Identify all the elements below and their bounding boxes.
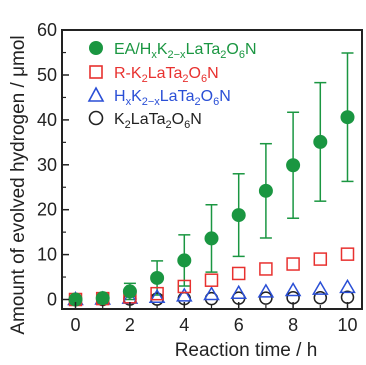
x-tick-label: 2 [125,315,135,335]
data-point-h [311,280,329,295]
data-point-r [231,266,246,281]
legend-label-r: R-K2LaTa2O6N [114,65,219,85]
y-axis-title: Amount of evolved hydrogen / μmol [8,35,29,334]
data-point-r [313,252,328,266]
data-point-r [150,286,164,301]
legend-label-ea: EA/HxK2−xLaTa2O6N [114,41,257,61]
legend-marker-h [87,86,105,102]
data-point-h [257,283,275,298]
data-point-ea [177,253,192,268]
data-point-r [286,257,300,271]
data-point-h [203,286,220,301]
x-tick-label: 4 [179,315,189,335]
data-point-h [230,284,248,299]
data-point-k [286,290,300,305]
data-point-ea [95,291,110,306]
data-point-r [177,279,192,294]
y-tick-label: 60 [37,20,57,40]
data-point-ea [340,110,355,125]
data-point-h [339,278,356,294]
data-point-k [259,291,273,305]
data-point-h [284,282,302,297]
data-point-ea [68,292,83,307]
legend-label-k: K2LaTa2O6N [114,111,202,131]
x-tick-label: 0 [70,315,80,335]
y-tick-label: 40 [37,110,57,130]
y-tick-label: 10 [37,245,57,265]
data-point-h [148,288,166,304]
y-tick-label: 50 [37,65,57,85]
legend-label-h: HxK2−xLaTa2O6N [114,88,231,108]
data-point-ea [150,270,165,285]
x-tick-label: 6 [234,315,244,335]
data-point-k [313,290,328,305]
data-point-ea [313,134,328,149]
data-point-ea [258,183,273,198]
y-tick-label: 0 [47,290,57,310]
y-tick-label: 30 [37,155,57,175]
legend: EA/HxK2−xLaTa2O6N R-K2LaTa2O6N HxK2−xLaT… [87,41,257,131]
x-axis-title: Reaction time / h [175,340,318,361]
data-point-ea [286,158,301,173]
data-point-ea [204,231,219,246]
axis-ticks: 0 2 4 6 8 10 0 10 20 30 40 50 60 [37,20,358,335]
data-point-ea [122,284,137,299]
data-markers [67,110,356,307]
data-point-r [259,262,273,276]
data-point-r [340,247,355,261]
y-tick-label: 20 [37,200,57,220]
legend-marker-k [88,110,104,126]
legend-marker-r [89,65,103,79]
x-tick-label: 10 [337,315,357,335]
data-point-h [175,287,193,302]
legend-marker-ea [89,41,103,55]
data-point-r [204,273,219,287]
data-point-ea [231,208,246,223]
x-tick-label: 8 [288,315,298,335]
